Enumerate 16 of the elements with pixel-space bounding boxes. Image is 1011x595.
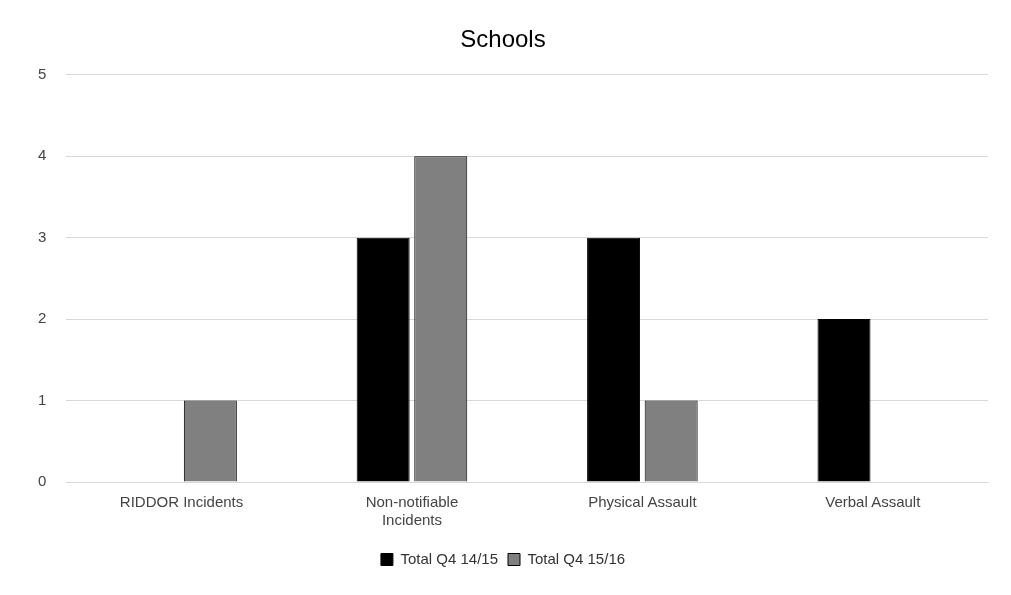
x-tick-label: Physical Assault (588, 493, 698, 511)
y-tick-label: 5 (38, 64, 47, 82)
y-tick-label: 3 (38, 227, 47, 245)
bar (817, 319, 871, 482)
legend-label: Total Q4 15/16 (527, 549, 626, 567)
y-tick-label: 0 (38, 472, 47, 490)
x-tick-label: RIDDOR Incidents (119, 493, 244, 511)
bar (356, 237, 410, 482)
bar (587, 237, 641, 482)
y-tick-label: 4 (38, 146, 47, 164)
chart-title: Schools (460, 25, 546, 53)
x-tick-label: Verbal Assault (825, 493, 922, 511)
x-tick-label: Non-notifiable Incidents (365, 493, 459, 529)
y-tick-label: 1 (38, 390, 47, 408)
y-tick-label: 2 (38, 309, 47, 327)
legend-label: Total Q4 14/15 (400, 549, 499, 567)
